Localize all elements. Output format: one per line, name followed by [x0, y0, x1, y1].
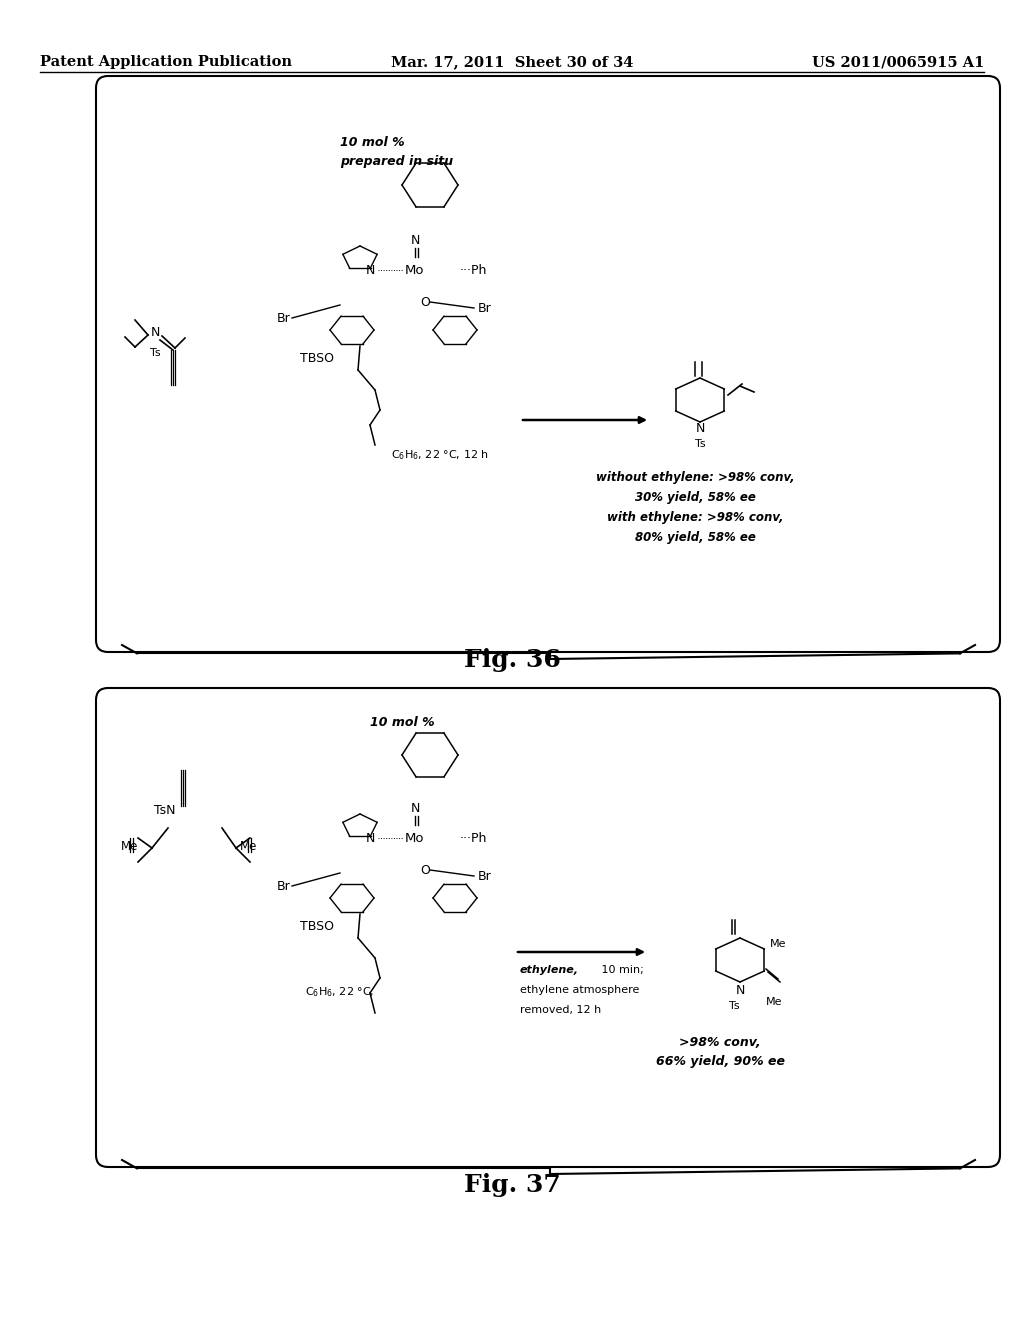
Text: Me: Me — [766, 997, 782, 1007]
Text: Mar. 17, 2011  Sheet 30 of 34: Mar. 17, 2011 Sheet 30 of 34 — [391, 55, 633, 69]
Text: with ethylene: >98% conv,: with ethylene: >98% conv, — [607, 511, 783, 524]
Text: ···Ph: ···Ph — [460, 832, 487, 845]
Text: ethylene,: ethylene, — [520, 965, 579, 975]
Text: Patent Application Publication: Patent Application Publication — [40, 55, 292, 69]
Text: N: N — [695, 421, 705, 434]
Text: 10 min;: 10 min; — [598, 965, 644, 975]
Text: N: N — [735, 983, 744, 997]
Text: Br: Br — [478, 301, 492, 314]
Text: 66% yield, 90% ee: 66% yield, 90% ee — [655, 1056, 784, 1068]
Text: 10 mol %: 10 mol % — [340, 136, 404, 149]
Text: Mo: Mo — [406, 264, 425, 276]
Text: Ts: Ts — [729, 1001, 739, 1011]
Text: N: N — [151, 326, 160, 338]
Text: 10 mol %: 10 mol % — [370, 715, 434, 729]
FancyBboxPatch shape — [96, 688, 1000, 1167]
Text: Ts: Ts — [150, 348, 161, 358]
Text: O: O — [420, 863, 430, 876]
Text: 80% yield, 58% ee: 80% yield, 58% ee — [635, 532, 756, 544]
Text: TsN: TsN — [154, 804, 175, 817]
Text: 30% yield, 58% ee: 30% yield, 58% ee — [635, 491, 756, 504]
Text: C$_6$H$_6$, 22 °C,: C$_6$H$_6$, 22 °C, — [305, 985, 375, 999]
Text: Mo: Mo — [406, 832, 425, 845]
Text: N: N — [366, 832, 375, 845]
Text: Br: Br — [276, 879, 290, 892]
Text: >98% conv,: >98% conv, — [679, 1035, 761, 1048]
Text: Me: Me — [770, 939, 786, 949]
Text: without ethylene: >98% conv,: without ethylene: >98% conv, — [596, 471, 795, 484]
Text: C$_6$H$_6$, 22 °C, 12 h: C$_6$H$_6$, 22 °C, 12 h — [391, 447, 488, 462]
Text: TBSO: TBSO — [300, 351, 334, 364]
FancyBboxPatch shape — [96, 77, 1000, 652]
Text: Br: Br — [478, 870, 492, 883]
Text: N: N — [411, 801, 420, 814]
Text: Br: Br — [276, 312, 290, 325]
Text: ···Ph: ···Ph — [460, 264, 487, 276]
Text: Me: Me — [240, 840, 257, 853]
Text: N: N — [366, 264, 375, 276]
Text: N: N — [411, 234, 420, 247]
Text: Ts: Ts — [694, 440, 706, 449]
Text: Fig. 36: Fig. 36 — [464, 648, 560, 672]
Text: prepared in situ: prepared in situ — [340, 154, 454, 168]
Text: US 2011/0065915 A1: US 2011/0065915 A1 — [812, 55, 984, 69]
Text: Me: Me — [121, 840, 138, 853]
Text: Fig. 37: Fig. 37 — [464, 1173, 560, 1197]
Text: TBSO: TBSO — [300, 920, 334, 932]
Text: ethylene atmosphere: ethylene atmosphere — [520, 985, 639, 995]
Text: O: O — [420, 296, 430, 309]
Text: removed, 12 h: removed, 12 h — [520, 1005, 601, 1015]
